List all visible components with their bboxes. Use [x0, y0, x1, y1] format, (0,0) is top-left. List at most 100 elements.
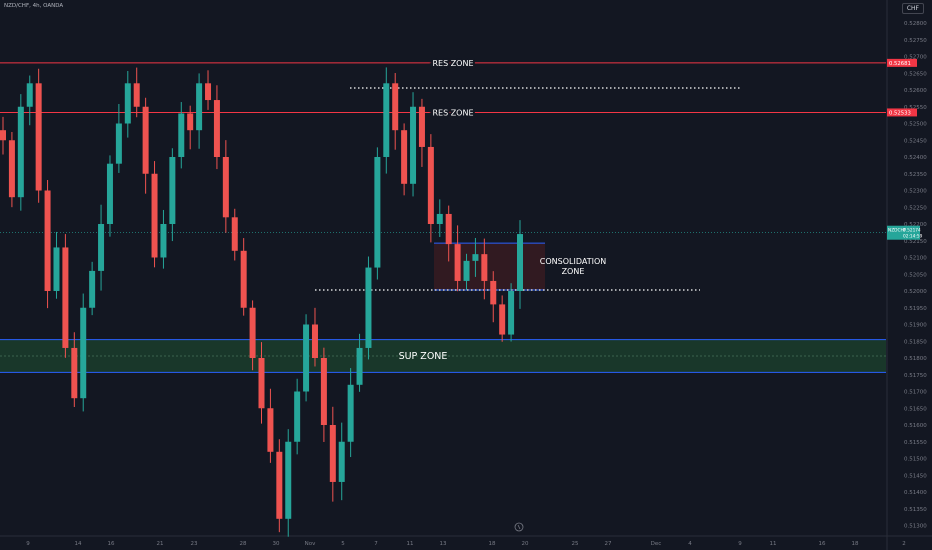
res-price-tag	[887, 108, 917, 117]
time-tick-label: 25	[572, 541, 579, 547]
candle-body	[347, 384, 354, 442]
price-tick-label: 0.51850	[904, 339, 927, 345]
price-tick-label: 0.51800	[904, 356, 927, 362]
price-tick-label: 0.51950	[904, 306, 927, 312]
price-tick-label: 0.52300	[904, 189, 927, 195]
candle-body	[0, 130, 6, 141]
candle-body	[240, 250, 247, 308]
price-tick-label: 0.52250	[904, 205, 927, 211]
candles	[0, 67, 523, 537]
annotation-labels: RES ZONE RES ZONE SUP ZONE CONSOLIDATIONZON…	[399, 57, 607, 362]
time-tick-label: 21	[157, 541, 164, 547]
price-tick-label: 0.52100	[904, 256, 927, 262]
candle-body	[124, 83, 131, 124]
price-tick-label: 0.51350	[904, 507, 927, 513]
time-axis[interactable]: 9 14 16 21 23 28 30 Nov 5 7 11 13 18 20 25 27 Dec 4 9 11 16 1…	[26, 541, 906, 547]
candle-body	[294, 391, 301, 442]
candle-body	[374, 157, 381, 268]
price-tick-label: 0.52600	[904, 88, 927, 94]
price-tick-label: 0.52550	[904, 105, 927, 111]
price-tick-label: 0.52450	[904, 138, 927, 144]
sup-zone-area	[0, 339, 886, 373]
time-tick-label: 11	[770, 541, 777, 547]
price-axis[interactable]: 0.52800 0.52750 0.52700 0.52650 0.52600 0.525…	[887, 21, 927, 530]
res-price-tag-text: 0.52681	[889, 61, 911, 67]
time-tick-label: 16	[819, 541, 826, 547]
go-to-realtime-icon	[514, 522, 524, 532]
candle-body	[106, 163, 113, 224]
candle-body	[160, 224, 167, 258]
last-price-symbol: NZDCHF	[888, 228, 907, 234]
candle-body	[196, 83, 203, 131]
time-tick-label: 14	[75, 541, 82, 547]
candle-body	[71, 347, 78, 399]
price-tick-label: 0.52150	[904, 239, 927, 245]
candle-body	[98, 224, 105, 271]
candle-body	[320, 358, 327, 425]
price-tick-label: 0.51750	[904, 373, 927, 379]
candle-body	[89, 270, 96, 308]
time-tick-label: Dec	[651, 541, 662, 547]
price-tick-label: 0.52700	[904, 55, 927, 61]
candle-body	[17, 106, 24, 198]
candle-body	[133, 83, 140, 107]
time-tick-label: 11	[407, 541, 414, 547]
candle-body	[418, 106, 425, 147]
price-tick-label: 0.51900	[904, 323, 927, 329]
time-tick-label: 30	[273, 541, 280, 547]
sup-zone-label: SUP ZONE	[399, 351, 448, 362]
candle-body	[169, 157, 176, 224]
candle-body	[267, 408, 274, 452]
candle-body	[329, 425, 336, 482]
price-tick-label: 0.51600	[904, 423, 927, 429]
time-tick-label: 18	[489, 541, 496, 547]
time-tick-label: 9	[738, 541, 742, 547]
price-tick-label: 0.52800	[904, 21, 927, 27]
candle-body	[285, 441, 292, 519]
price-tick-label: 0.52500	[904, 122, 927, 128]
time-tick-label: 23	[191, 541, 198, 547]
candle-body	[151, 173, 158, 258]
candle-body	[276, 451, 283, 519]
candle-body	[53, 247, 60, 291]
candle-body	[356, 347, 363, 385]
res-zone-label-upper: RES ZONE	[432, 59, 473, 68]
candle-body	[80, 307, 87, 399]
candle-body	[454, 244, 461, 281]
candle-body	[142, 106, 149, 174]
candle-body	[258, 358, 265, 409]
candle-body	[213, 100, 220, 157]
time-tick-label: 5	[341, 541, 345, 547]
candle-body	[472, 254, 479, 261]
candle-body	[222, 157, 229, 218]
zones	[0, 62, 886, 373]
candle-body	[463, 260, 470, 281]
candle-body	[26, 83, 33, 107]
price-tick-label: 0.52050	[904, 272, 927, 278]
candle-body	[311, 324, 318, 358]
price-tick-label: 0.51650	[904, 406, 927, 412]
price-tick-label: 0.52650	[904, 71, 927, 77]
price-tick-label: 0.51700	[904, 390, 927, 396]
price-tick-label: 0.52750	[904, 38, 927, 44]
candle-body	[338, 441, 345, 482]
candle-body	[410, 106, 417, 184]
consolidation-zone-label-line2: ZONE	[562, 267, 585, 276]
candle-body	[205, 83, 212, 101]
price-tick-label: 0.51550	[904, 440, 927, 446]
candle-body	[44, 190, 51, 291]
candle-body	[365, 267, 372, 348]
price-tick-label: 0.52200	[904, 222, 927, 228]
time-tick-label: 13	[440, 541, 447, 547]
candle-body	[35, 83, 42, 191]
candle-body	[401, 130, 408, 184]
go-to-realtime-icon-mark	[517, 524, 521, 530]
candle-body	[508, 291, 515, 335]
consolidation-zone-area	[434, 243, 545, 290]
candle-body	[178, 113, 185, 157]
time-tick-label: 18	[852, 541, 859, 547]
time-tick-label: 9	[26, 541, 30, 547]
currency-button[interactable]: CHF	[901, 3, 924, 14]
